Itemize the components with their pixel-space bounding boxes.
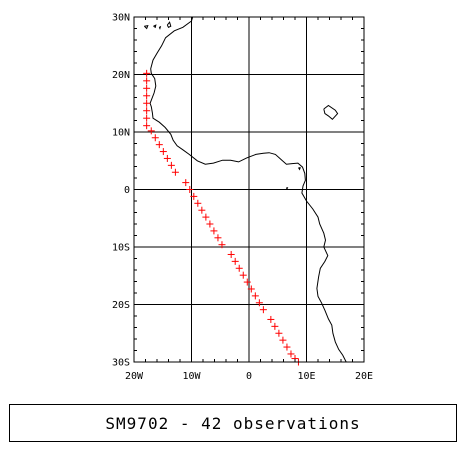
observation-point <box>159 148 167 156</box>
observation-point <box>190 192 198 200</box>
chart-title: SM9702 - 42 observations <box>105 413 361 433</box>
observation-point <box>214 234 222 242</box>
observation-point <box>143 77 151 85</box>
coastline-layer <box>143 16 347 363</box>
observation-point <box>251 292 259 300</box>
x-tick-label: 0 <box>246 371 252 382</box>
graticule-grid <box>133 16 365 363</box>
observation-point <box>167 161 175 169</box>
africa-coastline <box>149 16 347 363</box>
observation-point <box>202 213 210 221</box>
observation-point <box>271 322 279 330</box>
observation-point <box>218 241 226 249</box>
longitude-labels: 20W 10W 0 10E 20E <box>125 371 373 382</box>
observation-markers <box>143 69 302 366</box>
latitude-labels: 30N 20N 10N 0 10S 20S 30S <box>112 13 130 369</box>
x-tick-label: 10E <box>297 371 315 382</box>
observation-point <box>147 127 155 135</box>
observation-point <box>143 99 151 107</box>
observation-point <box>239 271 247 279</box>
observation-point <box>186 186 194 193</box>
observation-point <box>155 141 163 149</box>
observation-point <box>143 122 151 130</box>
observation-point <box>206 220 214 228</box>
observation-point <box>275 329 283 337</box>
observation-point <box>143 92 151 100</box>
observation-point <box>143 107 151 115</box>
observation-point <box>182 179 190 187</box>
observation-point <box>267 315 275 323</box>
y-tick-label: 20N <box>112 70 130 81</box>
observation-point <box>231 257 239 265</box>
island-outline <box>166 21 172 28</box>
y-tick-label: 30S <box>112 358 130 369</box>
observation-point <box>283 343 291 351</box>
observation-point <box>255 299 263 307</box>
observation-point <box>227 250 235 258</box>
observation-point <box>143 114 151 122</box>
x-tick-label: 20E <box>355 371 373 382</box>
caption-box: SM9702 - 42 observations <box>9 404 457 442</box>
observation-point <box>171 168 179 176</box>
x-tick-label: 20W <box>125 371 144 382</box>
island-outline <box>153 24 157 29</box>
observation-point <box>235 264 243 272</box>
x-tick-label: 10W <box>182 371 201 382</box>
y-tick-label: 10S <box>112 243 130 254</box>
y-tick-label: 10N <box>112 128 130 139</box>
island-outline <box>285 187 289 191</box>
observation-point <box>194 199 202 207</box>
observation-point <box>198 206 206 214</box>
observation-point <box>210 227 218 235</box>
observation-point <box>259 306 267 314</box>
axis-ticks <box>133 16 365 363</box>
y-tick-label: 0 <box>124 185 130 196</box>
island-outline <box>323 104 339 120</box>
y-tick-label: 20S <box>112 300 130 311</box>
observation-point <box>163 154 171 162</box>
island-outline <box>143 24 149 30</box>
y-tick-label: 30N <box>112 13 130 24</box>
observation-point <box>143 69 151 77</box>
island-outline <box>298 167 301 171</box>
observation-point <box>243 278 251 286</box>
observation-point <box>287 350 295 358</box>
observation-point <box>279 336 287 344</box>
island-outline <box>158 25 162 30</box>
observation-point <box>247 285 255 293</box>
observation-point <box>143 84 151 92</box>
observation-point <box>151 134 159 142</box>
